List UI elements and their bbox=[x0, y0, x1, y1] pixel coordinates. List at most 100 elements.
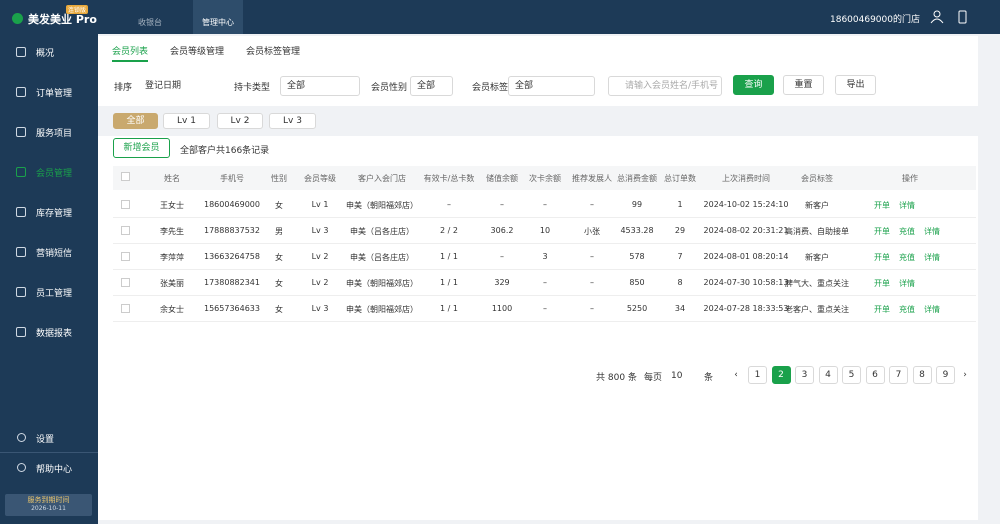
row-action[interactable]: 开单 bbox=[874, 279, 890, 288]
row-action[interactable]: 详情 bbox=[924, 305, 940, 314]
page-button[interactable]: 4 bbox=[818, 366, 838, 384]
table-cell: – bbox=[543, 304, 547, 313]
table-cell: 新客户 bbox=[805, 201, 829, 210]
row-action[interactable]: 详情 bbox=[899, 201, 915, 210]
top-nav-item[interactable]: 管理中心 bbox=[202, 18, 234, 27]
menu-item[interactable]: 会员管理 bbox=[36, 169, 73, 179]
table-cell: – bbox=[500, 252, 504, 261]
column-header: 推荐发展人 bbox=[572, 174, 612, 183]
row-checkbox[interactable] bbox=[121, 252, 130, 261]
level-button[interactable]: Lv 1 bbox=[163, 113, 210, 129]
row-action[interactable]: 开单 bbox=[874, 253, 890, 262]
page-button[interactable]: 7 bbox=[889, 366, 908, 384]
footer-icon bbox=[17, 463, 26, 472]
table-cell: 2024-10-02 15:24:10 bbox=[703, 200, 789, 209]
footer-item[interactable]: 设置 bbox=[36, 435, 55, 445]
row-action[interactable]: 详情 bbox=[924, 227, 940, 236]
table-cell: 1 / 1 bbox=[440, 304, 458, 313]
search-input[interactable]: 请输入会员姓名/手机号 bbox=[608, 76, 722, 96]
column-header: 手机号 bbox=[220, 174, 244, 183]
row-checkbox[interactable] bbox=[121, 226, 130, 235]
table-cell: 34 bbox=[674, 304, 686, 313]
table-cell: – bbox=[543, 278, 547, 287]
table-cell: 1 bbox=[677, 200, 683, 209]
sort-select[interactable]: 登记日期 bbox=[138, 76, 222, 96]
table-cell: 余女士 bbox=[160, 305, 184, 314]
table-cell: 申美（朝阳福郊店） bbox=[346, 201, 418, 210]
top-nav-item[interactable]: 收银台 bbox=[138, 18, 162, 27]
header-checkbox[interactable] bbox=[121, 172, 130, 181]
table-cell: Lv 3 bbox=[311, 226, 329, 235]
page-button[interactable]: 5 bbox=[842, 366, 861, 384]
level-button[interactable]: Lv 2 bbox=[217, 113, 263, 129]
menu-item[interactable]: 员工管理 bbox=[36, 289, 73, 299]
tab[interactable]: 会员列表 bbox=[112, 44, 149, 62]
menu-item[interactable]: 营销短信 bbox=[36, 249, 73, 259]
level-button[interactable]: Lv 3 bbox=[269, 113, 316, 129]
page-button[interactable]: 8 bbox=[912, 366, 932, 384]
row-action[interactable]: 开单 bbox=[874, 227, 890, 236]
menu-item[interactable]: 订单管理 bbox=[36, 89, 73, 99]
gender-select[interactable]: 全部 bbox=[410, 76, 453, 96]
menu-icon bbox=[16, 207, 26, 217]
menu-item[interactable]: 服务项目 bbox=[36, 129, 73, 139]
page-button[interactable]: 6 bbox=[865, 366, 885, 384]
column-header: 性别 bbox=[271, 174, 287, 183]
table-cell: 17380882341 bbox=[204, 278, 260, 287]
menu-icon bbox=[16, 287, 26, 297]
row-divider bbox=[113, 243, 976, 244]
page-button[interactable]: 9 bbox=[936, 366, 955, 384]
table-cell: 女 bbox=[275, 279, 283, 288]
row-action[interactable]: 充值 bbox=[899, 305, 915, 314]
store-switcher[interactable]: 18600469000的门店 bbox=[830, 15, 920, 25]
per-page-select[interactable]: 10 bbox=[664, 366, 700, 386]
table-cell: Lv 1 bbox=[311, 200, 329, 209]
page-button[interactable]: 1 bbox=[748, 366, 767, 384]
menu-item[interactable]: 库存管理 bbox=[36, 209, 73, 219]
expiry-box bbox=[5, 494, 92, 516]
table-cell: 578 bbox=[629, 252, 645, 261]
menu-item[interactable]: 数据报表 bbox=[36, 329, 73, 339]
filter-button[interactable]: 导出 bbox=[835, 75, 876, 95]
table-cell: 女 bbox=[275, 201, 283, 210]
row-action[interactable]: 开单 bbox=[874, 305, 890, 314]
table-cell: 99 bbox=[631, 200, 643, 209]
tab[interactable]: 会员标签管理 bbox=[246, 47, 301, 57]
menu-item[interactable]: 概况 bbox=[36, 49, 55, 59]
row-action[interactable]: 详情 bbox=[924, 253, 940, 262]
card-select[interactable]: 全部 bbox=[280, 76, 360, 96]
row-divider bbox=[113, 295, 976, 296]
menu-icon bbox=[16, 167, 26, 177]
filter-button[interactable]: 查询 bbox=[733, 75, 774, 95]
next-page[interactable]: › bbox=[956, 366, 974, 384]
menu-icon bbox=[16, 247, 26, 257]
table-cell: 李先生 bbox=[160, 227, 184, 236]
row-action[interactable]: 充值 bbox=[899, 253, 915, 262]
tag-input[interactable]: 全部 bbox=[508, 76, 595, 96]
filter-button[interactable]: 重置 bbox=[783, 75, 824, 95]
table-cell: 1 / 1 bbox=[440, 278, 458, 287]
page-button[interactable]: 3 bbox=[795, 366, 814, 384]
row-checkbox[interactable] bbox=[121, 278, 130, 287]
page-button[interactable]: 2 bbox=[771, 366, 791, 384]
add-member-button[interactable]: 新增会员 bbox=[113, 138, 170, 158]
table-cell: 男 bbox=[275, 227, 283, 236]
footer-item[interactable]: 帮助中心 bbox=[36, 465, 73, 475]
table-cell: 申美（朝阳福郊店） bbox=[346, 279, 418, 288]
row-checkbox[interactable] bbox=[121, 304, 130, 313]
table-cell: 张美丽 bbox=[160, 279, 184, 288]
table-cell: 申美（朝阳福郊店） bbox=[346, 305, 418, 314]
prev-page[interactable]: ‹ bbox=[727, 366, 745, 384]
level-button[interactable]: 全部 bbox=[113, 113, 158, 129]
table-cell: 18600469000 bbox=[204, 200, 260, 209]
row-action[interactable]: 充值 bbox=[899, 227, 915, 236]
badge: 连锁版 bbox=[66, 5, 89, 14]
table-cell: 王女士 bbox=[160, 201, 184, 210]
table-cell: – bbox=[543, 200, 547, 209]
row-action[interactable]: 详情 bbox=[899, 279, 915, 288]
row-action[interactable]: 开单 bbox=[874, 201, 890, 210]
table-cell: 小张 bbox=[584, 227, 600, 236]
table-cell: 2024-08-01 08:20:14 bbox=[703, 252, 789, 261]
tab[interactable]: 会员等级管理 bbox=[170, 47, 225, 57]
row-checkbox[interactable] bbox=[121, 200, 130, 209]
